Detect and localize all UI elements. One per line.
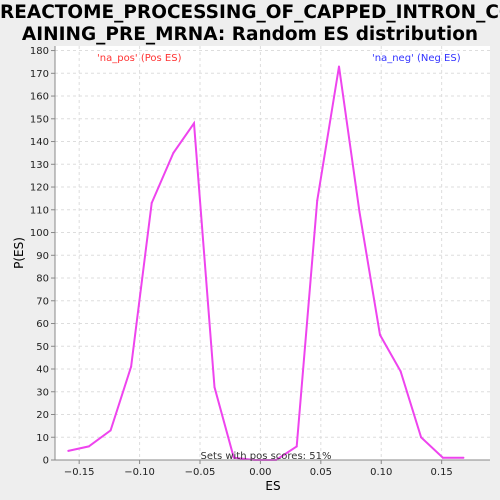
y-tick-label: 110 xyxy=(30,205,49,216)
data-point xyxy=(172,151,175,154)
y-tick-label: 140 xyxy=(30,137,49,148)
data-point xyxy=(150,201,153,204)
chart-title-line-2: AINING_PRE_MRNA: Random ES distribution xyxy=(21,24,479,45)
x-tick-label: −0.05 xyxy=(185,467,216,478)
x-tick-label: 0.05 xyxy=(310,467,332,478)
data-point xyxy=(213,386,216,389)
y-tick-label: 180 xyxy=(30,46,49,57)
y-tick-label: 20 xyxy=(36,410,49,421)
data-point xyxy=(67,449,70,452)
legend-neg-es: 'na_neg' (Neg ES) xyxy=(372,53,461,64)
pos-scores-annotation: Sets with pos scores: 51% xyxy=(201,451,332,462)
y-tick-label: 130 xyxy=(30,160,49,171)
y-tick-label: 120 xyxy=(30,183,49,194)
data-point xyxy=(337,65,340,68)
data-point xyxy=(295,445,298,448)
y-tick-label: 30 xyxy=(36,387,49,398)
x-axis-ticks: −0.15 −0.10 −0.05 0.00 0.05 0.10 0.15 xyxy=(64,460,453,478)
x-tick-label: −0.15 xyxy=(64,467,95,478)
y-tick-label: 40 xyxy=(36,365,49,376)
y-tick-label: 170 xyxy=(30,69,49,80)
data-point xyxy=(130,365,133,368)
y-tick-label: 80 xyxy=(36,274,49,285)
y-tick-label: 90 xyxy=(36,251,49,262)
x-tick-label: 0.15 xyxy=(431,467,453,478)
y-tick-label: 10 xyxy=(36,433,49,444)
y-tick-label: 70 xyxy=(36,296,49,307)
plot-background xyxy=(55,46,490,460)
y-axis-ticks: 0 10 20 30 40 50 60 70 80 90 100 110 120 130 140 150 160… xyxy=(30,46,55,467)
y-axis-label: P(ES) xyxy=(12,237,26,269)
y-tick-label: 0 xyxy=(43,456,49,467)
data-point xyxy=(358,211,361,214)
y-tick-label: 50 xyxy=(36,342,49,353)
data-point xyxy=(420,436,423,439)
data-point xyxy=(232,456,235,459)
grid-lines xyxy=(55,46,490,461)
data-point xyxy=(192,122,195,125)
x-tick-label: 0.00 xyxy=(249,467,271,478)
data-point xyxy=(109,429,112,432)
data-point xyxy=(462,456,465,459)
data-point xyxy=(399,370,402,373)
chart-title-line-1: REACTOME_PROCESSING_OF_CAPPED_INTRON_CON… xyxy=(0,2,500,23)
x-tick-label: −0.10 xyxy=(124,467,155,478)
y-tick-label: 160 xyxy=(30,92,49,103)
legend-pos-es: 'na_pos' (Pos ES) xyxy=(97,53,182,64)
y-tick-label: 60 xyxy=(36,319,49,330)
data-point xyxy=(316,199,319,202)
y-tick-label: 150 xyxy=(30,114,49,125)
data-point xyxy=(87,445,90,448)
chart-title: REACTOME_PROCESSING_OF_CAPPED_INTRON_CON… xyxy=(0,0,500,46)
data-point xyxy=(441,456,444,459)
x-tick-label: 0.10 xyxy=(370,467,392,478)
data-point xyxy=(379,333,382,336)
x-axis-label: ES xyxy=(265,479,280,493)
y-tick-label: 100 xyxy=(30,228,49,239)
